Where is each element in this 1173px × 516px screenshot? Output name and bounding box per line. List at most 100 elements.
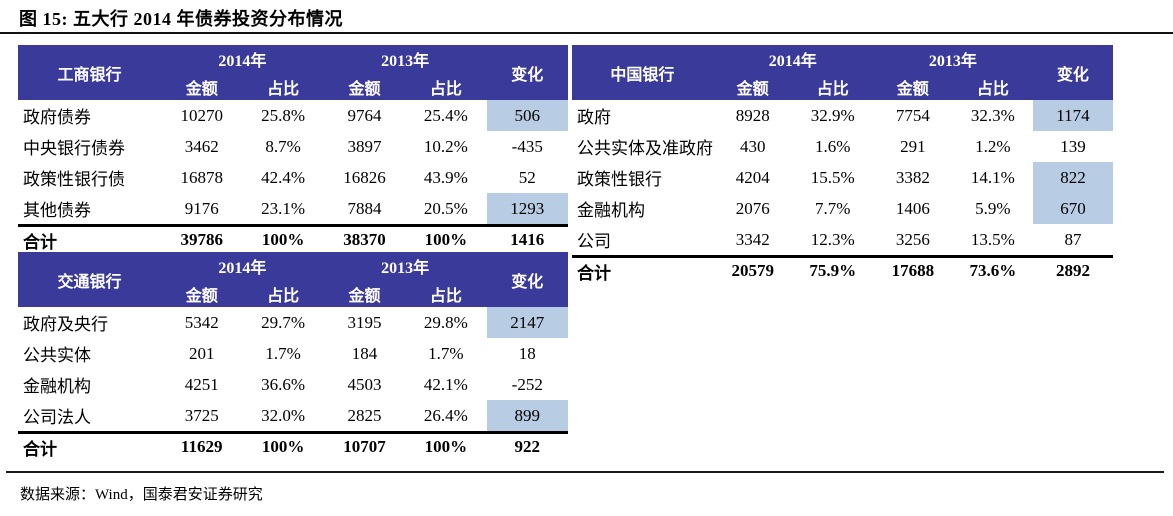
row-label: 政策性银行债 [23,170,125,189]
col-share-2014: 占比 [267,80,300,98]
table-row: 公共实体及准政府 430 1.6% 291 1.2% 139 [572,131,1113,162]
share-2013: 43.9% [423,167,468,187]
table-row: 政策性银行 4204 15.5% 3382 14.1% 822 [572,162,1113,193]
amount-2014: 9176 [184,198,219,218]
total-row: 合计 11629 100% 10707 100% 922 [18,431,568,460]
share-2013: 26.4% [423,405,468,425]
row-label: 公司 [577,232,611,251]
amount-2014: 39786 [180,230,223,249]
col-share-2013: 占比 [976,80,1009,98]
table-row: 政府债券 10270 25.8% 9764 25.4% 506 [18,100,568,131]
bank-name: 中国银行 [610,66,675,84]
amount-2013: 17688 [891,261,935,280]
total-row: 合计 39786 100% 38370 100% 1416 [18,224,568,253]
data-source: 数据来源：Wind，国泰君安证券研究 [20,487,263,503]
share-2014: 25.8% [261,105,306,125]
share-2013: 1.2% [975,136,1011,156]
amount-2014: 4204 [735,167,770,187]
amount-2013: 3382 [895,167,930,187]
share-2013: 14.1% [970,167,1015,187]
figure-title: 图 15: 五大行 2014 年债券投资分布情况 [19,9,343,29]
share-2014: 7.7% [815,198,851,218]
share-2013: 13.5% [970,229,1015,249]
title-divider [0,32,1173,34]
amount-2014: 430 [739,136,766,156]
share-2014: 42.4% [261,167,306,187]
share-2013: 32.3% [970,105,1015,125]
amount-2013: 9764 [347,105,382,125]
table-row: 政府及央行 5342 29.7% 3195 29.8% 2147 [18,307,568,338]
table-row: 政府 8928 32.9% 7754 32.3% 1174 [572,100,1113,131]
share-2014: 32.9% [810,105,855,125]
change-value: 1174 [1032,100,1113,131]
change-value: 1416 [510,230,545,249]
share-2013: 100% [424,230,468,249]
table-row: 公司 3342 12.3% 3256 13.5% 87 [572,224,1113,255]
share-2013: 73.6% [969,261,1017,280]
table-row: 中央银行债券 3462 8.7% 3897 10.2% -435 [18,131,568,162]
amount-2013: 1406 [895,198,930,218]
col-year-2013: 2013年 [381,53,430,70]
change-value: 2147 [486,307,568,338]
table-row: 公司法人 3725 32.0% 2825 26.4% 899 [18,400,568,431]
share-2013: 5.9% [975,198,1011,218]
table-row: 公共实体 201 1.7% 184 1.7% 18 [18,338,568,369]
table-row: 金融机构 4251 36.6% 4503 42.1% -252 [18,369,568,400]
change-value: 1293 [486,193,568,224]
amount-2014: 201 [188,343,215,363]
amount-2014: 5342 [184,312,219,332]
col-amount-2013: 金额 [348,80,381,98]
change-value: 670 [1032,193,1113,224]
amount-2013: 3897 [347,136,382,156]
total-row: 合计 20579 75.9% 17688 73.6% 2892 [572,255,1113,284]
share-2014: 29.7% [261,312,306,332]
col-amount-2014: 金额 [185,287,218,305]
col-amount-2013: 金额 [896,80,929,98]
col-year-2014: 2014年 [768,53,817,70]
amount-2013: 3256 [895,229,930,249]
share-2013: 10.2% [423,136,468,156]
amount-2013: 7884 [347,198,382,218]
amount-2013: 10707 [343,437,386,456]
share-2014: 15.5% [810,167,855,187]
amount-2013: 291 [900,136,926,156]
row-label: 政府债券 [23,108,91,127]
amount-2014: 11629 [180,437,223,456]
table-row: 政策性银行债 16878 42.4% 16826 43.9% 52 [18,162,568,193]
change-value: 2892 [1055,261,1090,280]
table-row: 其他债券 9176 23.1% 7884 20.5% 1293 [18,193,568,224]
row-label: 合计 [577,263,611,283]
col-year-2014: 2014年 [218,53,267,70]
row-label: 合计 [23,232,57,252]
col-amount-2014: 金额 [736,80,769,98]
col-change: 变化 [511,66,544,84]
share-2013: 1.7% [428,343,464,363]
amount-2013: 38370 [343,230,386,249]
share-2014: 12.3% [810,229,855,249]
row-label: 公共实体及准政府 [577,139,713,158]
change-value: 87 [1064,229,1082,249]
amount-2014: 16878 [180,167,223,187]
share-2013: 100% [424,437,468,456]
share-2013: 42.1% [423,374,468,394]
amount-2013: 16826 [343,167,386,187]
col-share-2013: 占比 [429,287,462,305]
col-year-2013: 2013年 [928,53,977,70]
amount-2014: 10270 [180,105,223,125]
col-share-2014: 占比 [816,80,849,98]
col-year-2013: 2013年 [381,260,430,277]
table-boc: 中国银行 2014年 2013年 变化 金额 占比 金额 占比 政府 8928 32.9% 7754 3… [572,45,1113,284]
table-icbc: 工商银行 2014年 2013年 变化 金额 占比 金额 占比 政府债券 10270 25.8% 97… [18,45,568,253]
change-value: 899 [486,400,568,431]
change-value: -435 [511,136,543,156]
col-share-2013: 占比 [429,80,462,98]
change-value: -252 [511,374,543,394]
row-label: 政策性银行 [577,170,662,189]
share-2013: 25.4% [423,105,468,125]
change-value: 922 [514,437,541,456]
bank-name: 工商银行 [57,66,122,84]
col-share-2014: 占比 [267,287,300,305]
row-label: 金融机构 [23,377,91,396]
amount-2014: 3725 [184,405,219,425]
